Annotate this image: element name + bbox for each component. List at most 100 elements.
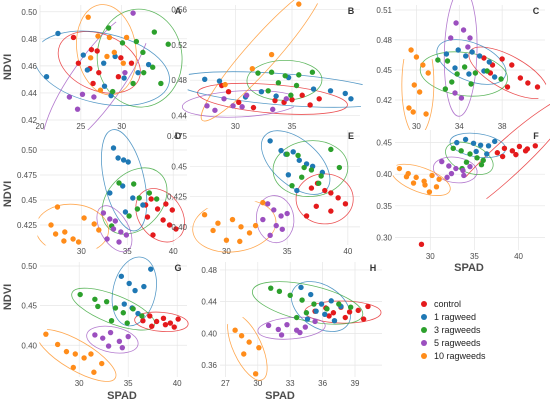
data-point-1-ragweed <box>108 92 114 99</box>
data-point-10-ragweeds <box>410 109 416 115</box>
data-point-3-ragweeds <box>268 69 275 75</box>
data-point-1-ragweed <box>310 86 317 92</box>
data-point-1-ragweed <box>463 53 469 59</box>
data-point-control <box>532 143 538 149</box>
data-point-5-ragweeds <box>110 226 117 232</box>
data-point-1-ragweed <box>107 190 113 196</box>
panel-label: G <box>174 263 181 273</box>
x-tick-label: 36 <box>318 379 327 388</box>
data-point-10-ragweeds <box>413 174 419 181</box>
x-tick-label: 30 <box>253 379 262 388</box>
data-point-control <box>154 206 161 212</box>
data-point-1-ragweed <box>216 78 223 84</box>
data-point-1-ragweed <box>125 159 131 165</box>
data-point-10-ragweeds <box>91 221 97 227</box>
data-point-control <box>499 153 506 160</box>
data-point-1-ragweed <box>331 317 338 324</box>
data-point-5-ragweeds <box>91 94 97 100</box>
data-point-5-ragweeds <box>204 103 210 109</box>
data-point-5-ragweeds <box>92 332 98 338</box>
data-point-10-ragweeds <box>246 339 252 345</box>
x-tick-label: 35 <box>283 247 292 256</box>
legend-label: control <box>434 299 461 309</box>
data-point-5-ragweeds <box>212 107 218 113</box>
data-point-5-ragweeds <box>66 94 73 100</box>
data-point-3-ragweeds <box>265 88 271 94</box>
data-point-5-ragweeds <box>265 322 272 329</box>
data-point-3-ragweeds <box>328 146 334 153</box>
ellipse-3-ragweeds <box>71 287 156 331</box>
data-point-3-ragweeds <box>468 81 474 87</box>
data-point-1-ragweed <box>476 53 483 59</box>
y-tick-label: 0.44 <box>201 298 217 307</box>
y-axis-title-middle: NDVI <box>2 181 14 207</box>
data-point-1-ragweed <box>122 209 129 215</box>
data-point-3-ragweeds <box>336 164 343 171</box>
data-point-control <box>150 232 156 238</box>
data-point-10-ragweeds <box>249 65 256 72</box>
data-point-1-ragweed <box>304 316 311 322</box>
y-tick-label: 0.48 <box>376 36 392 45</box>
data-point-1-ragweed <box>258 88 265 95</box>
data-point-control <box>115 74 122 80</box>
data-point-control <box>525 80 531 86</box>
legend-label: 3 ragweeds <box>434 325 481 335</box>
data-point-10-ragweeds <box>70 364 77 371</box>
y-tick-label: 0.50 <box>21 146 37 155</box>
data-point-5-ragweeds <box>467 35 473 41</box>
data-point-3-ragweeds <box>484 68 490 74</box>
data-point-control <box>342 314 348 321</box>
y-tick-label: 0.48 <box>21 35 37 44</box>
panel-background <box>40 5 187 120</box>
data-point-10-ragweeds <box>413 54 420 60</box>
data-point-3-ragweeds <box>120 310 127 316</box>
data-point-3-ragweeds <box>116 180 122 186</box>
data-point-10-ragweeds <box>111 49 118 56</box>
data-point-10-ragweeds <box>120 60 127 66</box>
data-point-control <box>313 203 319 209</box>
data-point-5-ragweeds <box>267 232 273 239</box>
data-point-control <box>418 241 425 248</box>
data-point-1-ragweed <box>328 298 334 304</box>
data-point-control <box>162 321 169 328</box>
data-point-control <box>299 92 305 98</box>
data-point-3-ragweeds <box>133 38 140 45</box>
y-tick-label: 0.45 <box>376 139 392 148</box>
panels-layer: 20 25 30 0.42 0.44 0.46 0.48 0.50 A 30 35 0.44 0.48 0… <box>17 0 550 388</box>
data-point-1-ragweed <box>267 138 273 144</box>
data-point-1-ragweed <box>84 67 91 73</box>
ellipse-10-ragweeds <box>200 0 324 122</box>
legend-swatch <box>421 340 427 346</box>
y-tick-label: 0.40 <box>201 329 217 338</box>
data-point-1-ragweed <box>342 90 348 97</box>
x-axis-title-f: SPAD <box>454 262 484 274</box>
data-point-3-ragweeds <box>287 292 293 299</box>
panel-b: 30 35 0.44 0.48 0.52 0.56 B <box>171 0 369 131</box>
data-point-3-ragweeds <box>299 297 305 303</box>
data-point-5-ragweeds <box>448 170 455 177</box>
y-tick-label: 0.40 <box>21 341 37 350</box>
ellipse-3-ragweeds <box>96 8 183 108</box>
data-point-5-ragweeds <box>107 216 113 222</box>
data-point-control <box>360 316 367 322</box>
data-point-10-ragweeds <box>62 229 68 235</box>
data-point-1-ragweed <box>101 83 108 89</box>
data-point-10-ragweeds <box>246 230 253 236</box>
data-point-control <box>513 151 519 158</box>
x-tick-label: 30 <box>222 247 231 256</box>
data-point-10-ragweeds <box>396 165 403 172</box>
data-point-1-ragweed <box>469 49 475 55</box>
x-tick-label: 38 <box>498 122 507 131</box>
data-point-3-ragweeds <box>282 73 288 79</box>
data-point-1-ragweed <box>202 76 208 83</box>
data-point-control <box>236 99 242 106</box>
y-tick-label: 0.425 <box>17 221 38 230</box>
data-point-1-ragweed <box>118 273 125 279</box>
legend: control 1 ragweed 3 ragweeds 5 ragweeds 10 r… <box>421 299 486 361</box>
data-point-5-ragweeds <box>461 172 467 179</box>
panel-label: A <box>175 6 182 16</box>
data-point-control <box>346 309 353 315</box>
data-point-10-ragweeds <box>106 34 113 41</box>
data-point-1-ragweed <box>454 139 460 146</box>
data-point-5-ragweeds <box>458 95 465 101</box>
